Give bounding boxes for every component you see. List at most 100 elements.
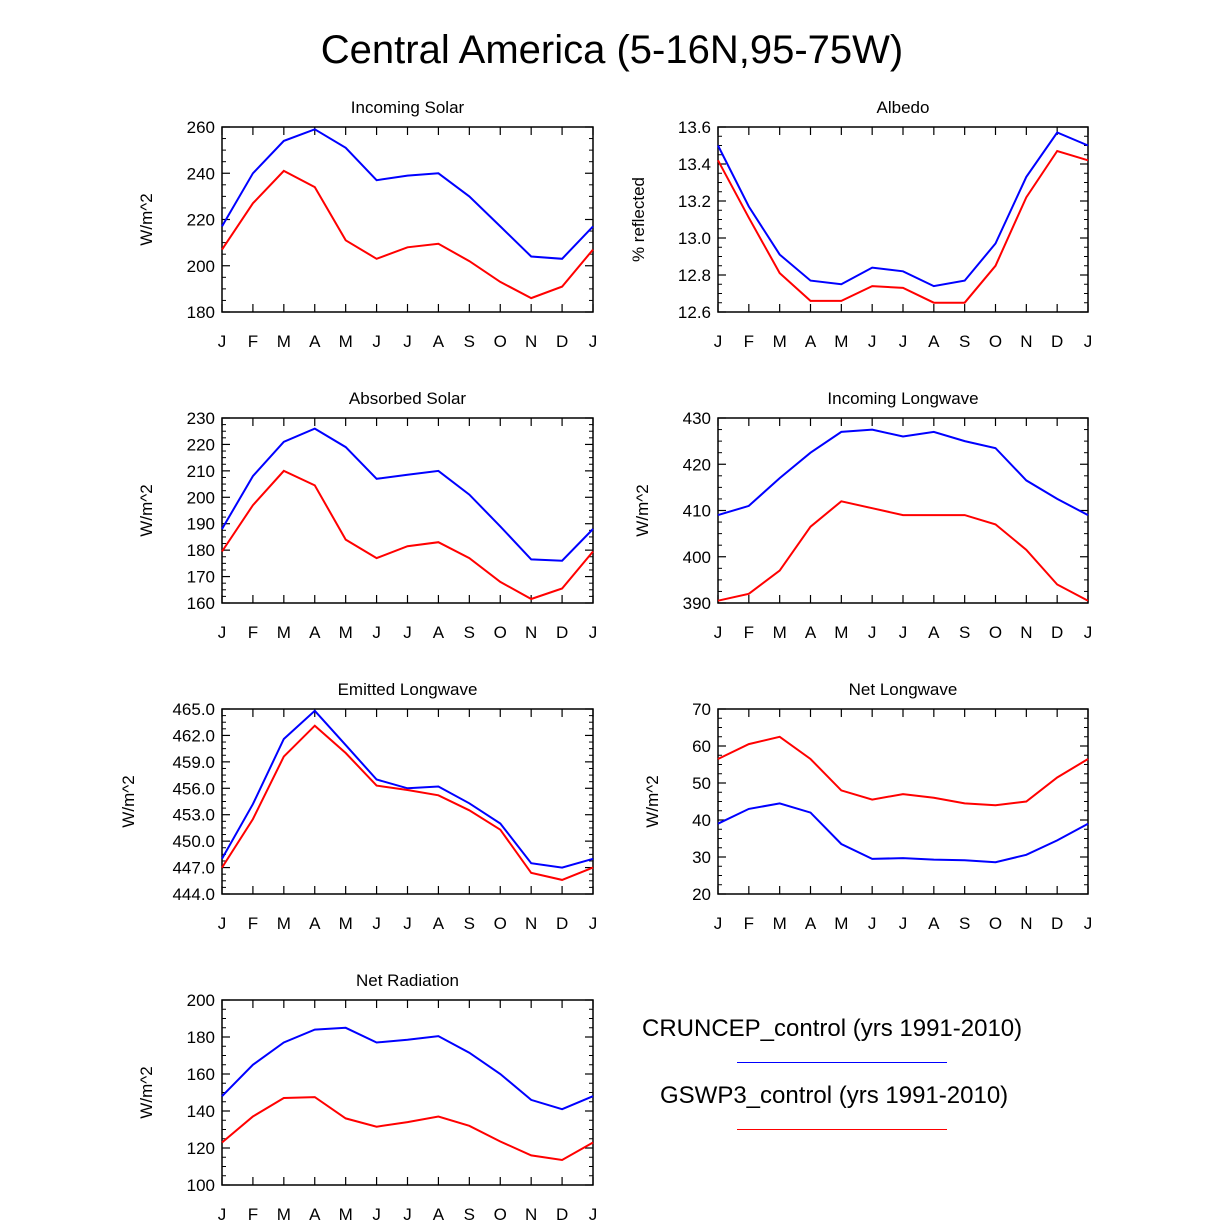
incoming-longwave-xtick-label: M <box>773 623 787 642</box>
incoming-solar-xtick-label: M <box>339 332 353 351</box>
emitted-longwave-ytick-label: 456.0 <box>172 779 215 798</box>
net-longwave-xtick-label: O <box>989 914 1002 933</box>
incoming-solar-xtick-label: J <box>403 332 412 351</box>
absorbed-solar-ylabel: W/m^2 <box>137 484 156 536</box>
incoming-solar-ytick-label: 240 <box>187 164 215 183</box>
emitted-longwave-plot-frame <box>221 708 594 895</box>
net-longwave-ytick-label: 40 <box>692 811 711 830</box>
emitted-longwave-xtick-label: J <box>589 914 598 933</box>
albedo-xtick-label: A <box>805 332 817 351</box>
net-radiation-xtick-label: M <box>339 1205 353 1222</box>
albedo-xtick-label: S <box>959 332 970 351</box>
incoming-longwave-xtick-label: F <box>744 623 754 642</box>
emitted-longwave-xtick-label: F <box>248 914 258 933</box>
incoming-longwave-xtick-label: D <box>1051 623 1063 642</box>
net-longwave-title: Net Longwave <box>849 680 958 699</box>
albedo-xtick-label: A <box>928 332 940 351</box>
albedo-xtick-label: J <box>868 332 877 351</box>
net-radiation-ytick-label: 120 <box>187 1139 215 1158</box>
albedo-xtick-label: J <box>899 332 908 351</box>
net-radiation-title: Net Radiation <box>356 971 459 990</box>
incoming-longwave-xtick-label: J <box>868 623 877 642</box>
albedo-xtick-label: M <box>834 332 848 351</box>
incoming-solar-ytick-label: 200 <box>187 257 215 276</box>
net-longwave-xtick-label: J <box>714 914 723 933</box>
incoming-longwave-xtick-label: S <box>959 623 970 642</box>
albedo-ytick-label: 13.0 <box>678 229 711 248</box>
incoming-longwave-xtick-label: M <box>834 623 848 642</box>
net-radiation-ytick-label: 140 <box>187 1102 215 1121</box>
emitted-longwave-xtick-label: O <box>494 914 507 933</box>
net-longwave-xtick-label: N <box>1020 914 1032 933</box>
incoming-solar-plot-frame <box>221 126 594 313</box>
net-longwave-xtick-label: A <box>928 914 940 933</box>
incoming-solar-ytick-label: 260 <box>187 118 215 137</box>
emitted-longwave-xtick-label: M <box>339 914 353 933</box>
incoming-solar-title: Incoming Solar <box>351 98 465 117</box>
emitted-longwave-ytick-label: 459.0 <box>172 753 215 772</box>
albedo-xtick-label: J <box>714 332 723 351</box>
incoming-solar-xtick-label: J <box>372 332 381 351</box>
incoming-solar-xtick-label: M <box>277 332 291 351</box>
net-radiation-ylabel: W/m^2 <box>137 1066 156 1118</box>
net-longwave-xtick-label: M <box>773 914 787 933</box>
absorbed-solar-xtick-label: M <box>339 623 353 642</box>
albedo-xtick-label: F <box>744 332 754 351</box>
emitted-longwave-xtick-label: S <box>464 914 475 933</box>
emitted-longwave-title: Emitted Longwave <box>338 680 478 699</box>
incoming-longwave-ylabel: W/m^2 <box>633 484 652 536</box>
emitted-longwave-xtick-label: J <box>372 914 381 933</box>
absorbed-solar-xtick-label: N <box>525 623 537 642</box>
absorbed-solar-xtick-label: J <box>589 623 598 642</box>
emitted-longwave-xtick-label: A <box>309 914 321 933</box>
absorbed-solar-series-cruncep-line <box>221 427 594 562</box>
net-longwave-xtick-label: J <box>899 914 908 933</box>
albedo-ylabel: % reflected <box>629 177 648 262</box>
net-longwave-xtick-label: F <box>744 914 754 933</box>
absorbed-solar-ytick-label: 200 <box>187 488 215 507</box>
incoming-solar-ylabel: W/m^2 <box>137 193 156 245</box>
legend-line-gswp3 <box>737 1129 947 1130</box>
incoming-solar-xtick-label: O <box>494 332 507 351</box>
incoming-solar-xtick-label: J <box>589 332 598 351</box>
emitted-longwave-ytick-label: 453.0 <box>172 806 215 825</box>
emitted-longwave-ylabel: W/m^2 <box>119 775 138 827</box>
emitted-longwave-ytick-label: 462.0 <box>172 726 215 745</box>
net-longwave-xtick-label: A <box>805 914 817 933</box>
absorbed-solar-ytick-label: 190 <box>187 515 215 534</box>
albedo-plot-frame <box>717 126 1089 313</box>
legend-label-gswp3: GSWP3_control (yrs 1991-2010) <box>660 1082 1009 1109</box>
absorbed-solar-ytick-label: 160 <box>187 594 215 613</box>
incoming-longwave-xtick-label: J <box>899 623 908 642</box>
emitted-longwave-series-cruncep-line <box>221 709 594 869</box>
incoming-longwave-xtick-label: J <box>1084 623 1093 642</box>
net-radiation-xtick-label: J <box>589 1205 598 1222</box>
emitted-longwave-xtick-label: A <box>433 914 445 933</box>
legend-label-cruncep: CRUNCEP_control (yrs 1991-2010) <box>642 1015 1023 1042</box>
legend-line-cruncep <box>737 1062 947 1063</box>
emitted-longwave-xtick-label: J <box>218 914 227 933</box>
incoming-longwave-ytick-label: 410 <box>683 502 711 521</box>
albedo-ytick-label: 12.8 <box>678 266 711 285</box>
net-longwave-series-cruncep-line <box>717 802 1089 864</box>
absorbed-solar-title: Absorbed Solar <box>349 389 467 408</box>
albedo-xtick-label: D <box>1051 332 1063 351</box>
emitted-longwave-xtick-label: N <box>525 914 537 933</box>
absorbed-solar-xtick-label: D <box>556 623 568 642</box>
albedo-xtick-label: O <box>989 332 1002 351</box>
emitted-longwave-ytick-label: 465.0 <box>172 700 215 719</box>
net-radiation-ytick-label: 160 <box>187 1065 215 1084</box>
net-radiation-xtick-label: J <box>372 1205 381 1222</box>
incoming-longwave-xtick-label: J <box>714 623 723 642</box>
albedo-xtick-label: N <box>1020 332 1032 351</box>
incoming-longwave-ytick-label: 400 <box>683 548 711 567</box>
incoming-longwave-xtick-label: A <box>805 623 817 642</box>
incoming-solar-series-cruncep-line <box>221 128 594 260</box>
net-longwave-series-gswp3-line <box>717 735 1089 807</box>
net-radiation-xtick-label: J <box>403 1205 412 1222</box>
incoming-solar-xtick-label: N <box>525 332 537 351</box>
absorbed-solar-series-gswp3-line <box>221 469 594 601</box>
absorbed-solar-plot-frame <box>221 417 594 604</box>
net-radiation-xtick-label: A <box>433 1205 445 1222</box>
incoming-longwave-series-gswp3-line <box>717 500 1089 602</box>
